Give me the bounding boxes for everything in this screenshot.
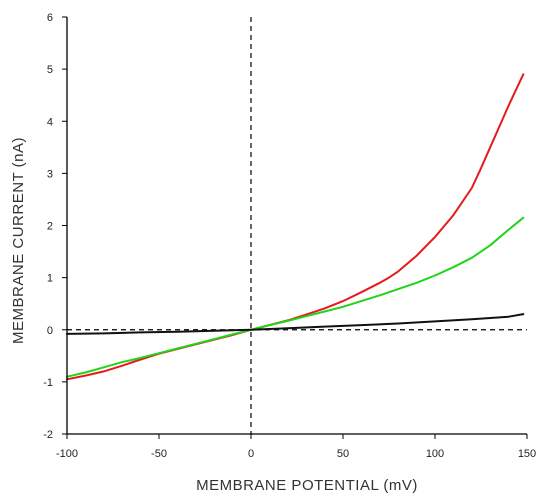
x-tick-label: 150 [518, 448, 536, 460]
series-layer [66, 73, 525, 381]
x-tick-label: 100 [426, 448, 444, 460]
axes [66, 17, 527, 435]
x-tick-label: -50 [151, 448, 167, 460]
y-tick-label: 0 [47, 325, 53, 337]
y-axis-ticks: -2 -1 0 1 2 3 4 5 6 [43, 12, 67, 441]
y-axis-title: MEMBRANE CURRENT (nA) [10, 137, 27, 344]
y-tick-label: 3 [47, 168, 53, 180]
x-tick-label: 50 [337, 448, 349, 460]
x-tick-label: 0 [248, 448, 254, 460]
x-axis-ticks: -100 -50 0 50 100 150 [56, 434, 536, 460]
y-tick-label: 4 [47, 116, 53, 128]
y-tick-label: 6 [47, 12, 53, 24]
y-tick-label: 5 [47, 64, 53, 76]
reference-lines [67, 17, 527, 434]
y-tick-label: 2 [47, 221, 53, 233]
series-line [66, 313, 525, 335]
y-tick-label: -1 [43, 377, 53, 389]
y-tick-label: 1 [47, 273, 53, 285]
series-line [66, 216, 525, 378]
y-tick-label: -2 [43, 429, 53, 441]
x-tick-label: -100 [56, 448, 78, 460]
series-line [66, 73, 525, 381]
x-axis-title: MEMBRANE POTENTIAL (mV) [196, 477, 418, 494]
